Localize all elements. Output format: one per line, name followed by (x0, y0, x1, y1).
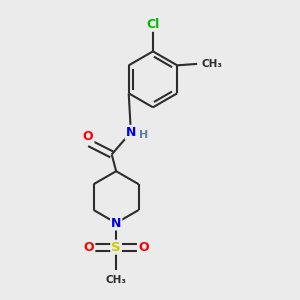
Text: O: O (83, 130, 94, 143)
Text: CH₃: CH₃ (201, 59, 222, 69)
Text: H: H (139, 130, 148, 140)
Text: Cl: Cl (146, 18, 160, 31)
Text: O: O (84, 241, 94, 254)
Text: O: O (138, 241, 148, 254)
Text: N: N (111, 217, 121, 230)
Text: S: S (111, 241, 121, 254)
Text: N: N (126, 126, 136, 139)
Text: CH₃: CH₃ (106, 275, 127, 285)
